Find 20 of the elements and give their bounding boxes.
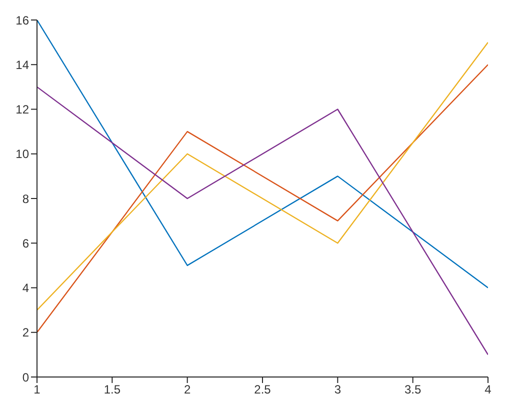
x-tick-label: 1 (34, 382, 41, 397)
y-tick-label: 2 (22, 326, 30, 340)
x-tick-label: 3 (334, 382, 342, 397)
y-tick-label: 6 (22, 236, 30, 250)
line-series (37, 20, 488, 288)
y-tick-label: 12 (16, 102, 30, 117)
y-tick-label: 14 (16, 58, 30, 72)
y-tick-label: 8 (22, 192, 30, 206)
y-tick-label: 16 (16, 13, 30, 28)
x-tick-label: 4 (484, 382, 492, 397)
y-tick-label: 0 (22, 370, 30, 384)
line-series (37, 86, 488, 356)
x-tick-label: 2.5 (254, 382, 272, 397)
line-series (37, 64, 488, 333)
x-tick-label: 3.5 (404, 382, 422, 397)
x-tick-label: 2 (184, 382, 191, 397)
line-series (37, 42, 488, 311)
y-tick-label: 4 (22, 281, 30, 296)
y-tick-label: 10 (16, 147, 30, 162)
x-tick-label: 1.5 (104, 382, 121, 397)
